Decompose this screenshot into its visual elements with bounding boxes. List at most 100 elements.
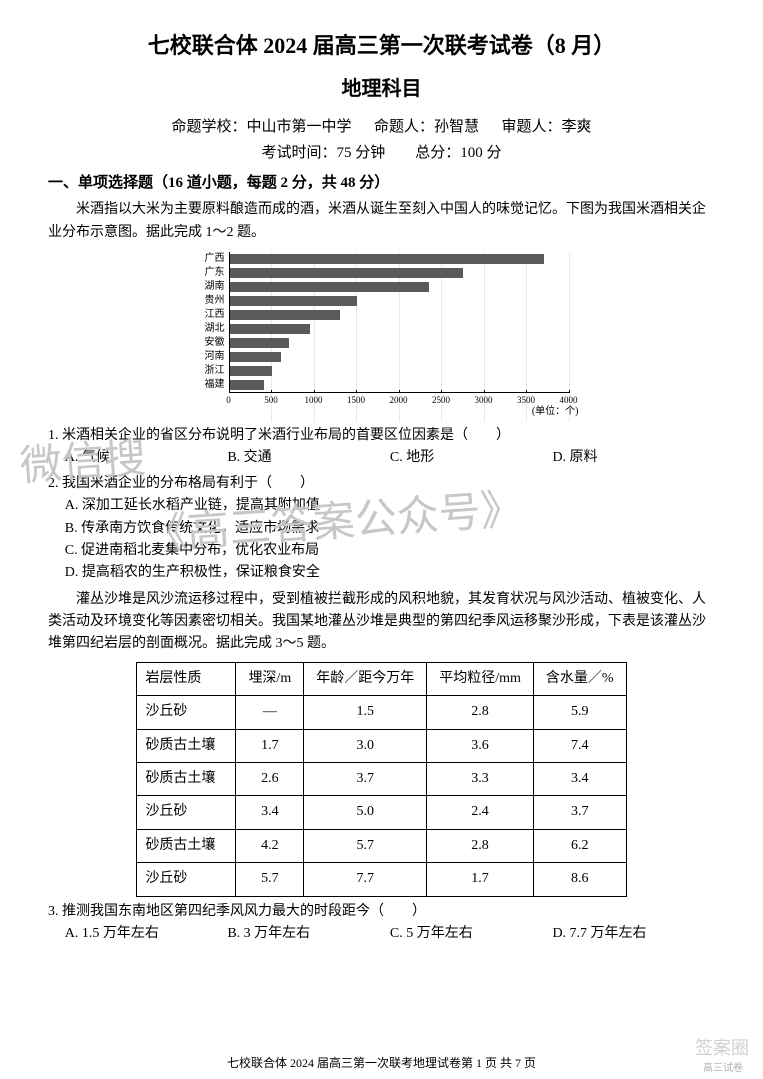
chart-bar [230,282,430,292]
table-cell: 3.4 [533,763,626,796]
author-label: 命题人： [374,119,434,135]
table-cell: 砂质古土壤 [137,729,236,762]
chart-tick-label: 2500 [432,393,450,407]
table-cell: 3.3 [427,763,534,796]
q1-option-c: C. 地形 [390,447,553,469]
q3-option-b: B. 3 万年左右 [227,923,390,945]
school-label: 命题学校： [171,119,246,135]
table-cell: 5.0 [304,796,427,829]
table-cell: 7.7 [304,863,427,896]
table-cell: 7.4 [533,729,626,762]
table-header-row: 岩层性质埋深/m年龄／距今万年平均粒径/mm含水量／% [137,662,626,695]
table-header-cell: 年龄／距今万年 [304,662,427,695]
table-header-cell: 平均粒径/mm [427,662,534,695]
table-cell: 5.9 [533,696,626,729]
chart-bar [230,254,545,264]
table-row: 砂质古土壤2.63.73.33.4 [137,763,626,796]
table-cell: 3.6 [427,729,534,762]
table-row: 沙丘砂5.77.71.78.6 [137,863,626,896]
chart-bar [230,310,341,320]
reviewer-value: 李爽 [562,119,592,135]
chart-unit-label: (单位：个) [532,404,579,420]
chart-row: 浙江 [195,364,569,378]
chart-row: 江西 [195,308,569,322]
table-row: 砂质古土壤1.73.03.67.4 [137,729,626,762]
table-cell: 6.2 [533,829,626,862]
chart-tick-label: 3000 [475,393,493,407]
school-value: 中山市第一中学 [246,119,351,135]
q3-option-c: C. 5 万年左右 [390,923,553,945]
total-value: 100 分 [460,145,501,161]
chart-tick-label: 1000 [305,393,323,407]
table-cell: 1.5 [304,696,427,729]
chart-bar [230,366,273,376]
chart-tick-label: 2000 [390,393,408,407]
question-2-stem: 2. 我国米酒企业的分布格局有利于（ ） [48,473,715,495]
chart-row: 贵州 [195,294,569,308]
time-label: 考试时间： [261,145,336,161]
table-cell: 沙丘砂 [137,863,236,896]
q3-option-a: A. 1.5 万年左右 [65,923,228,945]
chart-bar [230,268,464,278]
chart-bar [230,296,358,306]
reviewer-label: 审题人： [502,119,562,135]
corner-site: 高三试卷 [703,1061,743,1077]
meta-line-1: 命题学校：中山市第一中学 命题人：孙智慧 审题人：李爽 [48,115,715,139]
section-1-heading: 一、单项选择题（16 道小题，每题 2 分，共 48 分） [48,171,715,195]
table-cell: 3.4 [236,796,304,829]
table-cell: 沙丘砂 [137,696,236,729]
chart-bar [230,380,264,390]
corner-brand: 签案圈 [695,1034,749,1063]
table-cell: 4.2 [236,829,304,862]
bar-chart: 广西广东湖南贵州江西湖北安徽河南浙江福建05001000150020002500… [195,252,569,422]
chart-tick-label: 1500 [347,393,365,407]
q2-option-b: B. 传承南方饮食传统文化，适应市场需求 [65,518,715,540]
table-cell: 5.7 [304,829,427,862]
table-cell: 3.0 [304,729,427,762]
strata-table: 岩层性质埋深/m年龄／距今万年平均粒径/mm含水量／%沙丘砂—1.52.85.9… [136,662,626,897]
table-header-cell: 埋深/m [236,662,304,695]
table-cell: 5.7 [236,863,304,896]
table-cell: 砂质古土壤 [137,763,236,796]
intro-paragraph-2: 灌丛沙堆是风沙流运移过程中，受到植被拦截形成的风积地貌，其发育状况与风沙活动、植… [48,589,715,656]
question-3-stem: 3. 推测我国东南地区第四纪季风风力最大的时段距今（ ） [48,901,715,923]
table-cell: 3.7 [304,763,427,796]
main-title: 七校联合体 2024 届高三第一次联考试卷（8 月） [48,28,715,63]
table-cell: 2.4 [427,796,534,829]
chart-bar [230,324,311,334]
chart-container: 广西广东湖南贵州江西湖北安徽河南浙江福建05001000150020002500… [48,252,715,422]
chart-bar [230,352,281,362]
chart-row: 广西 [195,252,569,266]
chart-row: 广东 [195,266,569,280]
table-cell: 2.8 [427,696,534,729]
q1-option-b: B. 交通 [227,447,390,469]
chart-row-label: 福建 [195,377,229,393]
question-1-stem: 1. 米酒相关企业的省区分布说明了米酒行业布局的首要区位因素是（ ） [48,425,715,447]
chart-row: 湖北 [195,322,569,336]
chart-x-axis: 05001000150020002500300035004000(单位：个) [229,392,569,406]
q2-option-a: A. 深加工延长水稻产业链，提高其附加值 [65,495,715,517]
table-cell: 2.6 [236,763,304,796]
table-row: 沙丘砂3.45.02.43.7 [137,796,626,829]
meta-line-2: 考试时间：75 分钟 总分：100 分 [48,141,715,165]
table-cell: 2.8 [427,829,534,862]
q2-option-c: C. 促进南稻北麦集中分布，优化农业布局 [65,540,715,562]
page-footer: 七校联合体 2024 届高三第一次联考地理试卷第 1 页 共 7 页 [0,1054,763,1073]
chart-row: 河南 [195,350,569,364]
q1-option-d: D. 原料 [552,447,715,469]
table-row: 沙丘砂—1.52.85.9 [137,696,626,729]
question-1-options: A. 气候 B. 交通 C. 地形 D. 原料 [48,447,715,469]
table-header-cell: 含水量／% [533,662,626,695]
chart-tick-label: 500 [264,393,278,407]
author-value: 孙智慧 [434,119,479,135]
table-cell: 沙丘砂 [137,796,236,829]
chart-row: 湖南 [195,280,569,294]
table-cell: 1.7 [236,729,304,762]
question-3-options: A. 1.5 万年左右 B. 3 万年左右 C. 5 万年左右 D. 7.7 万… [48,923,715,945]
total-label: 总分： [415,145,460,161]
table-cell: 1.7 [427,863,534,896]
table-cell: — [236,696,304,729]
table-cell: 3.7 [533,796,626,829]
time-value: 75 分钟 [336,145,385,161]
question-2-options: A. 深加工延长水稻产业链，提高其附加值 B. 传承南方饮食传统文化，适应市场需… [48,495,715,585]
